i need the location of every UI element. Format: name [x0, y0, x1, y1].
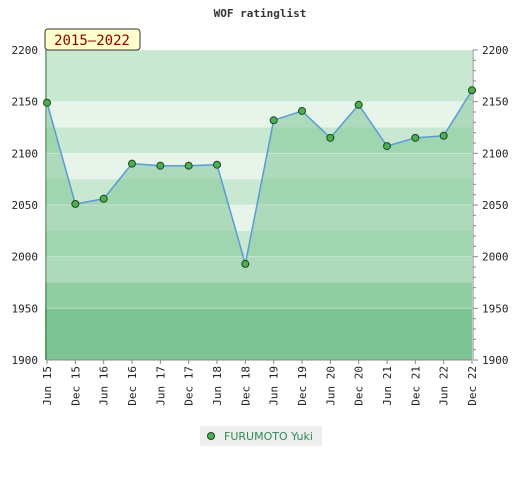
- x-tick-label: Dec 18: [239, 366, 252, 406]
- legend[interactable]: FURUMOTO Yuki: [200, 426, 322, 446]
- x-tick-label: Dec 22: [466, 366, 479, 406]
- x-tick-label: Jun 20: [324, 366, 337, 406]
- background-band: [45, 75, 472, 102]
- data-point: [439, 131, 448, 140]
- x-tick-label: Dec 19: [296, 366, 309, 406]
- period-badge: 2015–2022: [44, 28, 141, 51]
- x-tick-label: Jun 21: [381, 366, 394, 406]
- data-point: [156, 161, 165, 170]
- y-tick-label-left: 2200: [12, 44, 39, 57]
- chart-title: WOF ratinglist: [214, 7, 307, 20]
- legend-marker-icon: [207, 432, 215, 440]
- data-point: [99, 194, 108, 203]
- data-point: [184, 161, 193, 170]
- period-badge-label: 2015–2022: [54, 33, 130, 49]
- data-point: [71, 199, 80, 208]
- y-tick-label-right: 2150: [482, 96, 509, 109]
- x-tick-label: Dec 16: [126, 366, 139, 406]
- x-tick-label: Jun 16: [98, 366, 111, 406]
- y-tick-label-right: 2000: [482, 251, 509, 264]
- series-layer: [43, 86, 476, 268]
- data-point: [43, 98, 51, 107]
- data-point: [298, 106, 306, 115]
- y-tick-label-right: 2100: [482, 147, 509, 160]
- data-point: [269, 116, 278, 125]
- y-tick-label-left: 2000: [12, 251, 39, 264]
- x-tick-label: Jun 22: [438, 366, 451, 406]
- y-tick-label-left: 1900: [12, 354, 39, 367]
- background-band: [45, 101, 472, 128]
- y-tick-label-right: 2200: [482, 44, 509, 57]
- data-point: [241, 259, 250, 268]
- x-axis: Jun 15 Dec 15 Jun 16 Dec 16 Jun 17 Dec 17 Jun …: [41, 359, 479, 406]
- x-tick-label: Dec 17: [183, 366, 196, 406]
- y-tick-label-right: 1950: [482, 302, 509, 315]
- y-tick-label-left: 2150: [12, 96, 39, 109]
- y-tick-label-right: 1900: [482, 354, 509, 367]
- y-axis-right: 1900 1950 2000 2050 2100 2150 2200: [472, 44, 509, 367]
- x-tick-label: Dec 21: [409, 366, 422, 406]
- period-badge-box: [44, 28, 141, 51]
- x-tick-label: Jun 18: [211, 366, 224, 406]
- background-bands: [45, 50, 472, 361]
- y-tick-label-left: 2050: [12, 199, 39, 212]
- data-point: [326, 133, 335, 142]
- x-tick-label: Jun 17: [154, 366, 167, 406]
- x-tick-label: Dec 20: [353, 366, 366, 406]
- background-band: [45, 50, 472, 76]
- x-tick-label: Jun 15: [41, 366, 54, 406]
- x-tick-label: Dec 15: [69, 366, 82, 406]
- y-tick-label-left: 1950: [12, 302, 39, 315]
- y-tick-label-left: 2100: [12, 147, 39, 160]
- legend-label: FURUMOTO Yuki: [224, 430, 313, 443]
- data-point: [383, 142, 391, 151]
- data-point: [213, 160, 221, 169]
- data-point: [354, 100, 363, 109]
- area-under-curve: [47, 90, 472, 361]
- data-point: [468, 86, 476, 95]
- data-point: [128, 159, 136, 168]
- x-tick-label: Jun 19: [268, 366, 281, 406]
- y-tick-label-right: 2050: [482, 199, 509, 212]
- y-axis-left: 1900 1950 2000 2050 2100 2150 2200: [12, 44, 47, 367]
- legend-box: [200, 426, 322, 446]
- data-point: [411, 133, 420, 142]
- series-line: [46, 89, 473, 265]
